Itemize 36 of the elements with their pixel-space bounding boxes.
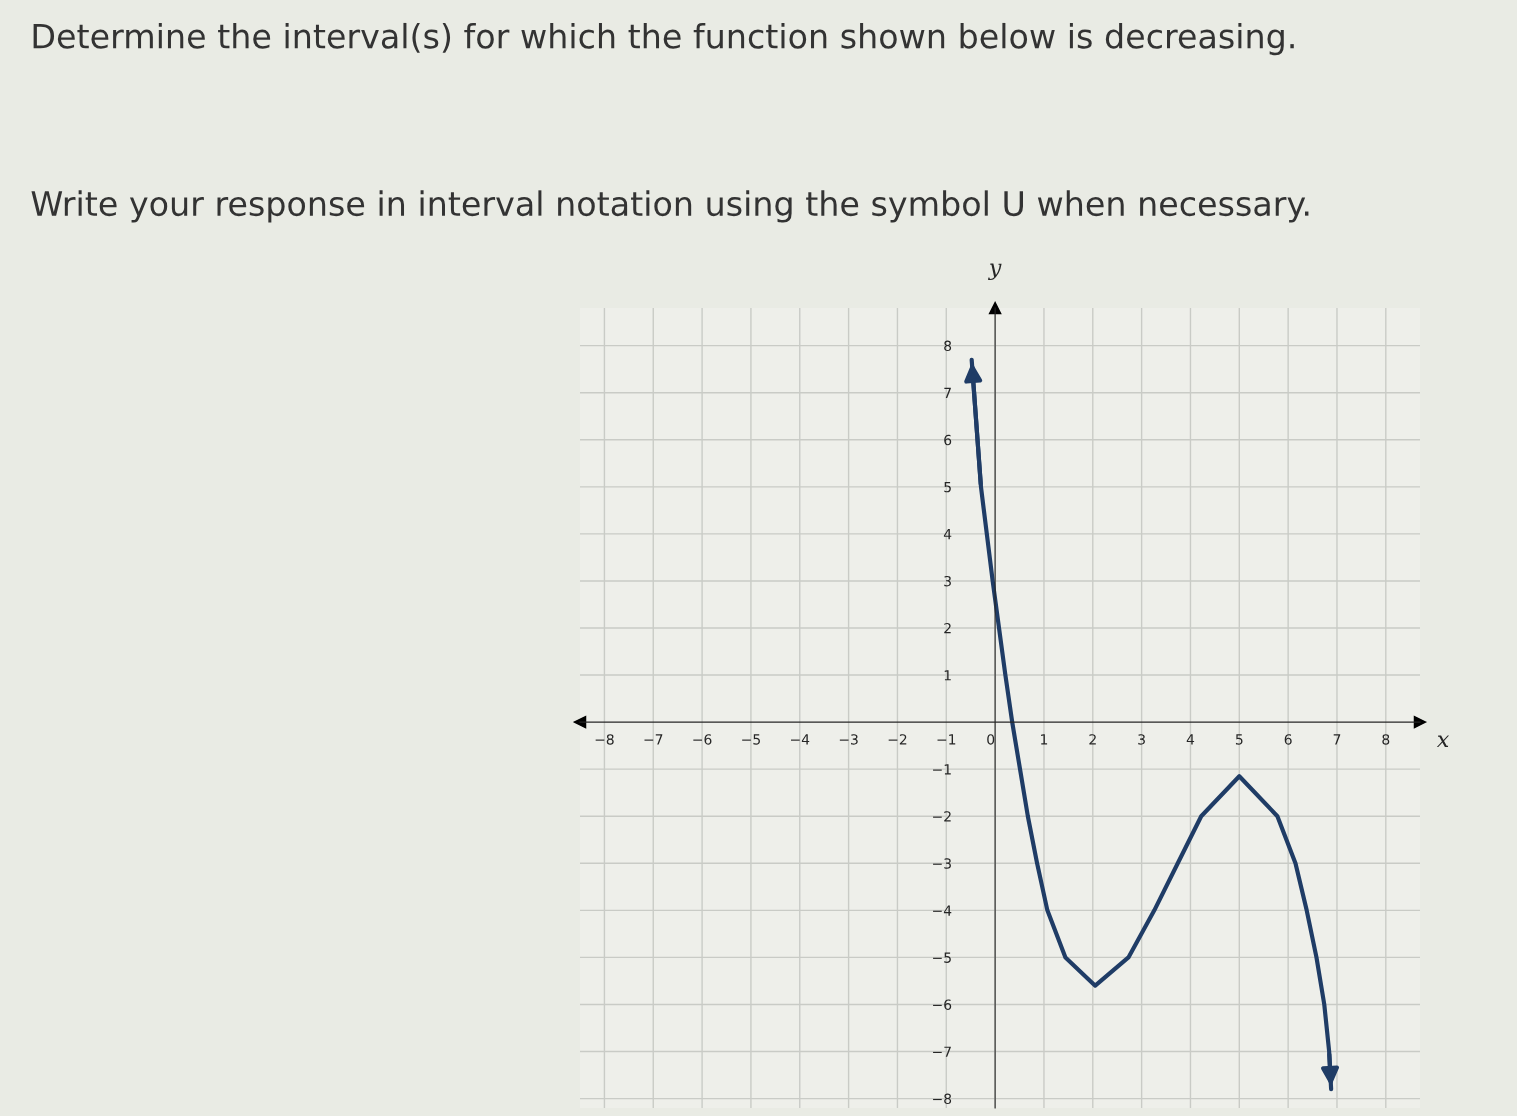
y-tick-label: −2 bbox=[933, 811, 951, 822]
x-tick-label: −6 bbox=[693, 734, 712, 745]
x-tick-label: 2 bbox=[1089, 734, 1096, 745]
y-tick-label: −3 bbox=[933, 858, 951, 869]
x-tick-label: −5 bbox=[742, 734, 760, 745]
y-tick-label: 4 bbox=[943, 529, 952, 540]
y-axis-title: y bbox=[988, 263, 1002, 280]
x-axis-title: x bbox=[1436, 735, 1450, 747]
x-tick-label: 4 bbox=[1186, 734, 1195, 745]
x-tick-label: 1 bbox=[1041, 734, 1048, 745]
chart-subtitle: Write your response in interval notation using the symbol U when necessary. bbox=[31, 190, 1309, 223]
y-tick-label: 2 bbox=[944, 622, 951, 634]
x-tick-label: 0 bbox=[987, 734, 995, 745]
y-tick-label: 7 bbox=[944, 387, 951, 398]
x-tick-label: 8 bbox=[1382, 734, 1390, 745]
x-tick-label: 3 bbox=[1138, 734, 1145, 745]
x-tick-label: −7 bbox=[644, 734, 663, 745]
y-tick-label: 8 bbox=[944, 340, 952, 352]
y-tick-label: 5 bbox=[944, 481, 951, 493]
y-tick-label: −5 bbox=[933, 952, 951, 963]
y-tick-label: −4 bbox=[933, 905, 952, 916]
x-tick-label: 6 bbox=[1284, 734, 1292, 745]
chart-title: Determine the interval(s) for which the function shown below is decreasing. bbox=[33, 22, 1294, 56]
y-tick-label: −8 bbox=[933, 1093, 952, 1105]
y-tick-label: −7 bbox=[933, 1046, 951, 1057]
x-tick-label: 5 bbox=[1235, 734, 1243, 745]
x-tick-label: −2 bbox=[888, 734, 907, 745]
y-tick-label: −6 bbox=[933, 999, 952, 1010]
y-tick-label: 1 bbox=[944, 670, 951, 681]
x-tick-label: −4 bbox=[791, 734, 810, 745]
x-tick-label: −8 bbox=[595, 734, 614, 745]
y-tick-label: 6 bbox=[944, 434, 952, 446]
y-tick-label: −1 bbox=[933, 764, 951, 775]
y-tick-label: 3 bbox=[944, 575, 951, 587]
x-tick-label: 7 bbox=[1333, 734, 1341, 745]
x-tick-label: −3 bbox=[839, 734, 858, 745]
